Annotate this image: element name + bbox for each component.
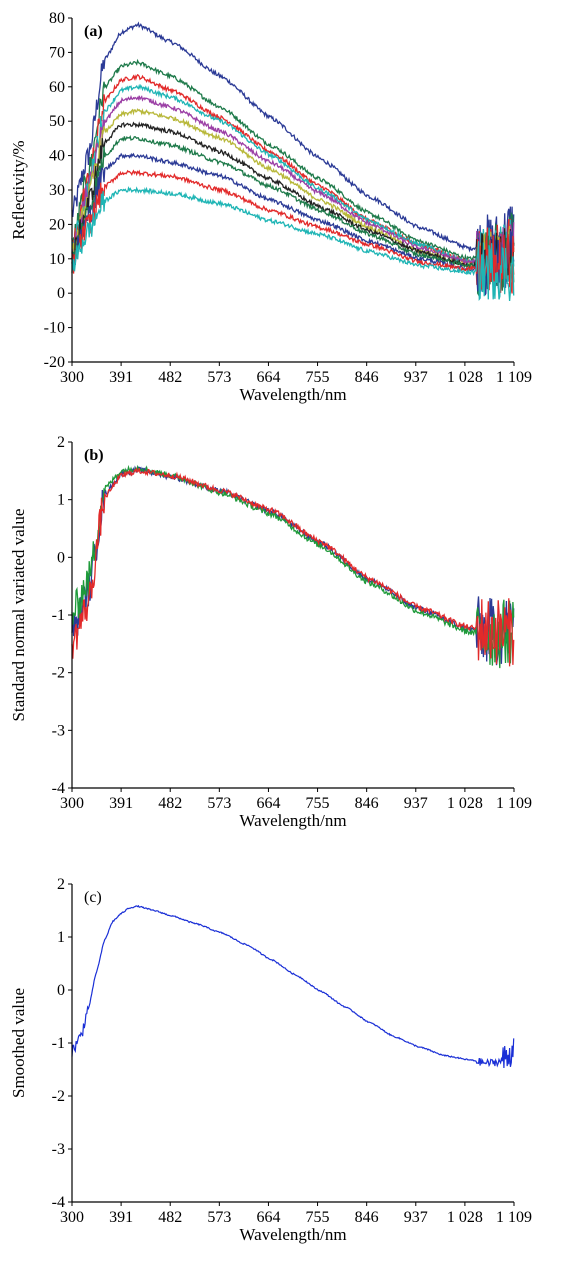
- y-tick-label: -20: [44, 354, 65, 371]
- y-tick-label: 2: [57, 876, 65, 893]
- x-tick-label: 755: [306, 1209, 330, 1226]
- y-tick-label: 1: [57, 929, 65, 946]
- y-tick-label: 50: [49, 113, 65, 130]
- x-axis-title: Wavelength/nm: [239, 385, 346, 404]
- series-line-8: [71, 135, 515, 297]
- x-tick-label: 1 109: [496, 1209, 532, 1226]
- x-tick-label: 846: [355, 369, 379, 386]
- panel-label: (b): [84, 447, 104, 464]
- x-tick-label: 300: [60, 795, 84, 812]
- y-tick-label: -4: [52, 780, 65, 797]
- x-tick-label: 573: [207, 795, 231, 812]
- x-tick-label: 391: [109, 795, 133, 812]
- y-axis-title: Reflectivity/%: [9, 140, 28, 239]
- y-tick-label: -1: [52, 607, 65, 624]
- series-group: [71, 464, 515, 669]
- y-tick-label: 30: [49, 182, 65, 199]
- y-tick-label: 10: [49, 251, 65, 268]
- series-line-9: [71, 152, 515, 296]
- x-tick-label: 1 109: [496, 369, 532, 386]
- chart-panel-c: 2 1 0 -1 -2 -3 -4 300 391 482 573 664 755 846 937 1 028…: [0, 858, 576, 1278]
- y-axis-title: Standard normal variated value: [9, 509, 28, 722]
- y-tick-label: 2: [57, 434, 65, 451]
- series-line-2: [71, 464, 515, 669]
- y-tick-label: -2: [52, 1088, 65, 1105]
- y-tick-label: 40: [49, 148, 65, 165]
- series-line-4: [71, 83, 515, 290]
- x-tick-label: 482: [158, 795, 182, 812]
- chart-panel-b: 2 1 0 -1 -2 -3 -4 300 391 482 573 664 755 846 937 1 028…: [0, 426, 576, 846]
- series-line-7: [71, 121, 515, 290]
- x-tick-label: 482: [158, 1209, 182, 1226]
- x-tick-label: 1 028: [447, 1209, 483, 1226]
- series-line-10: [71, 169, 515, 295]
- x-tick-label: 755: [306, 795, 330, 812]
- x-tick-label: 664: [256, 795, 280, 812]
- x-tick-label: 300: [60, 369, 84, 386]
- x-tick-label: 391: [109, 1209, 133, 1226]
- y-axis-title: Smoothed value: [9, 988, 28, 1098]
- y-tick-label: 0: [57, 285, 65, 302]
- panel-label: (a): [84, 23, 103, 40]
- x-tick-label: 937: [404, 1209, 428, 1226]
- series-line-11: [71, 186, 515, 302]
- series-line-2: [71, 58, 515, 285]
- y-tick-label: 80: [49, 10, 65, 27]
- series-line-3: [71, 467, 515, 667]
- series-line-1: [71, 21, 515, 278]
- y-tick-label: -3: [52, 722, 65, 739]
- x-tick-label: 937: [404, 369, 428, 386]
- y-tick-label: 1: [57, 492, 65, 509]
- x-tick-label: 300: [60, 1209, 84, 1226]
- panel-label: (c): [84, 889, 102, 906]
- y-tick-label: 60: [49, 79, 65, 96]
- x-axis-title: Wavelength/nm: [239, 1225, 346, 1244]
- chart-panel-a: 80 70 60 50 40 30 20 10 0 -10 -20 300 391 482 573 664 75…: [0, 0, 576, 420]
- x-axis-title: Wavelength/nm: [239, 811, 346, 830]
- series-group: [71, 21, 515, 302]
- x-tick-label: 482: [158, 369, 182, 386]
- x-tick-label: 755: [306, 369, 330, 386]
- x-tick-label: 664: [256, 1209, 280, 1226]
- y-tick-label: -3: [52, 1141, 65, 1158]
- x-tick-label: 391: [109, 369, 133, 386]
- x-tick-label: 1 028: [447, 369, 483, 386]
- y-tick-label: 70: [49, 44, 65, 61]
- x-tick-label: 573: [207, 369, 231, 386]
- y-tick-label: -2: [52, 665, 65, 682]
- y-tick-label: -1: [52, 1035, 65, 1052]
- x-tick-label: 846: [355, 795, 379, 812]
- series-line-1: [71, 904, 515, 1069]
- y-tick-label: 20: [49, 216, 65, 233]
- y-tick-label: -4: [52, 1194, 65, 1211]
- series-group: [71, 904, 515, 1069]
- x-tick-label: 846: [355, 1209, 379, 1226]
- x-tick-label: 937: [404, 795, 428, 812]
- y-tick-label: 0: [57, 982, 65, 999]
- x-tick-label: 664: [256, 369, 280, 386]
- series-line-1: [71, 465, 515, 666]
- x-tick-label: 1 109: [496, 795, 532, 812]
- y-tick-label: -10: [44, 320, 65, 337]
- x-tick-label: 1 028: [447, 795, 483, 812]
- x-tick-label: 573: [207, 1209, 231, 1226]
- series-line-5: [72, 94, 515, 290]
- y-tick-label: 0: [57, 549, 65, 566]
